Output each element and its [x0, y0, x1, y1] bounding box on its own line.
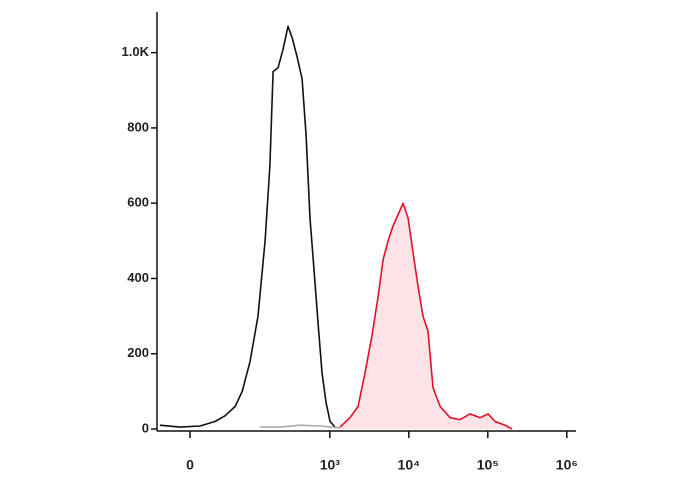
y-tick-label: 0 [142, 420, 149, 435]
x-tick-label: 0 [186, 457, 194, 473]
histogram-line [159, 25, 336, 428]
x-tick-label: 10⁵ [477, 457, 499, 473]
x-tick-label: 10⁶ [556, 457, 578, 473]
y-tick-label: 800 [127, 119, 149, 134]
histogram-line [339, 202, 513, 430]
y-tick-label: 200 [127, 345, 149, 360]
area-fill [340, 203, 513, 429]
histogram-line [260, 424, 341, 429]
y-tick-label: 1.0K [122, 44, 150, 59]
x-tick-label: 10³ [320, 457, 341, 473]
y-tick-label: 400 [127, 270, 149, 285]
x-tick-label: 10⁴ [398, 457, 421, 473]
y-tick-label: 600 [127, 195, 149, 210]
